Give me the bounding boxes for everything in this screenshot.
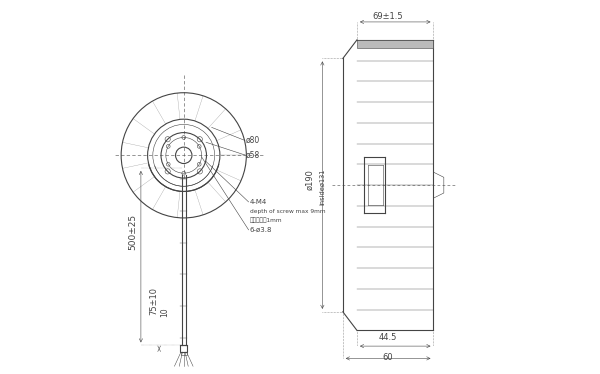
Text: 10: 10 (161, 307, 170, 317)
Bar (357, 40, 433, 48)
Text: 4-M4: 4-M4 (250, 199, 267, 205)
Text: 深度最大丝1mm: 深度最大丝1mm (250, 217, 283, 223)
Text: 44.5: 44.5 (379, 333, 397, 342)
Text: 69±1.5: 69±1.5 (372, 12, 403, 21)
Text: ø80: ø80 (246, 136, 260, 145)
Bar (180, 345, 187, 352)
Text: ø190: ø190 (305, 169, 314, 190)
Text: 60: 60 (382, 353, 393, 362)
Text: ø58: ø58 (246, 151, 260, 160)
Text: insideø131: insideø131 (319, 169, 325, 205)
Text: 75±10: 75±10 (149, 286, 158, 315)
Text: 6-ø3.8: 6-ø3.8 (250, 227, 272, 233)
Text: 500±25: 500±25 (128, 214, 137, 250)
Text: depth of screw max 9mm: depth of screw max 9mm (250, 209, 325, 214)
Bar (181, 352, 187, 355)
